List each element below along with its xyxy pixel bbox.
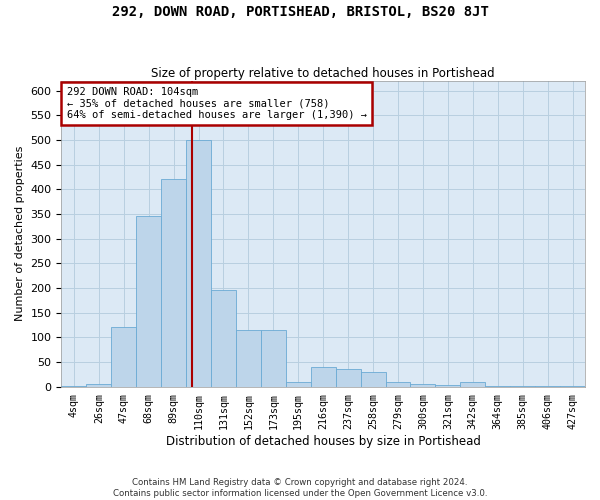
- Y-axis label: Number of detached properties: Number of detached properties: [15, 146, 25, 322]
- Bar: [111, 328, 136, 386]
- Bar: [186, 140, 211, 386]
- Bar: [211, 290, 236, 386]
- Bar: [311, 367, 335, 386]
- Bar: [236, 330, 261, 386]
- Title: Size of property relative to detached houses in Portishead: Size of property relative to detached ho…: [151, 66, 495, 80]
- Bar: [286, 382, 311, 386]
- Bar: [86, 384, 111, 386]
- Bar: [136, 216, 161, 386]
- Bar: [335, 370, 361, 386]
- Bar: [410, 384, 436, 386]
- Bar: [460, 382, 485, 386]
- X-axis label: Distribution of detached houses by size in Portishead: Distribution of detached houses by size …: [166, 434, 481, 448]
- Bar: [436, 385, 460, 386]
- Text: 292, DOWN ROAD, PORTISHEAD, BRISTOL, BS20 8JT: 292, DOWN ROAD, PORTISHEAD, BRISTOL, BS2…: [112, 5, 488, 19]
- Bar: [386, 382, 410, 386]
- Bar: [261, 330, 286, 386]
- Text: Contains HM Land Registry data © Crown copyright and database right 2024.
Contai: Contains HM Land Registry data © Crown c…: [113, 478, 487, 498]
- Text: 292 DOWN ROAD: 104sqm
← 35% of detached houses are smaller (758)
64% of semi-det: 292 DOWN ROAD: 104sqm ← 35% of detached …: [67, 87, 367, 120]
- Bar: [161, 180, 186, 386]
- Bar: [361, 372, 386, 386]
